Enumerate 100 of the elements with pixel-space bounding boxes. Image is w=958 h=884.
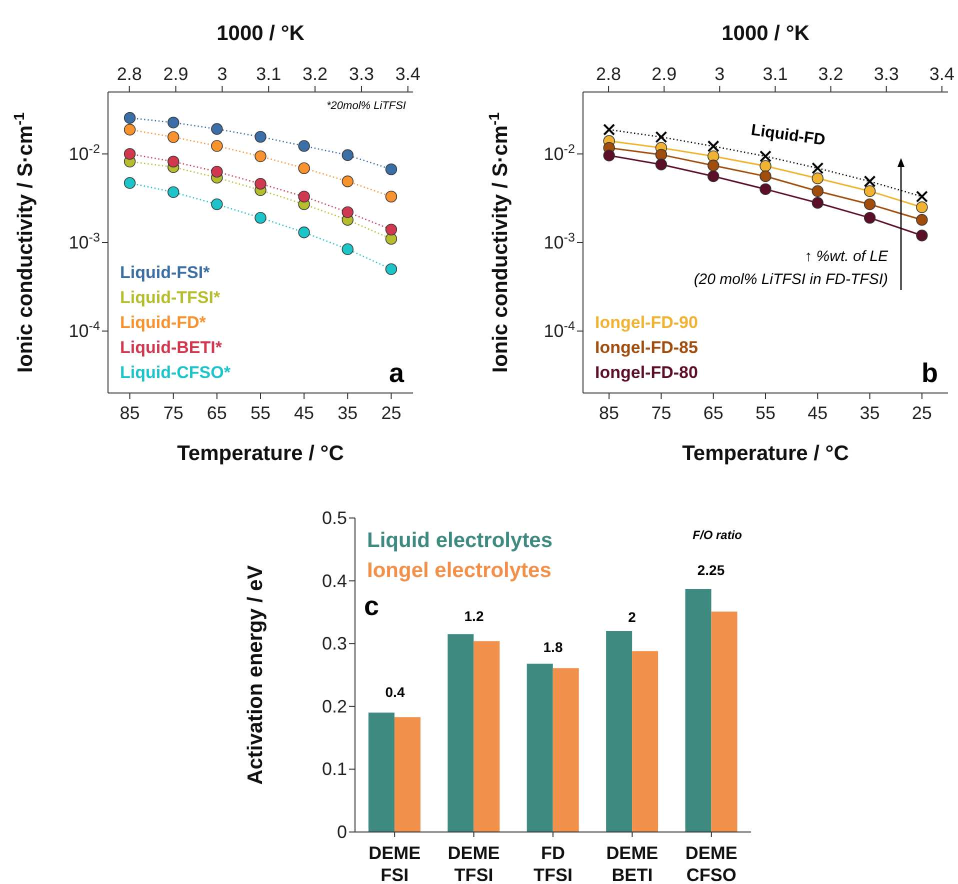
annotation: b: [922, 357, 938, 390]
annotation: 0.4: [384, 683, 406, 702]
x-axis-title: Temperature / °C: [682, 442, 849, 465]
y-tick-label: 0.5: [322, 508, 347, 528]
x-tick-label: 55: [755, 403, 776, 423]
y-tick-label: 0.2: [322, 696, 347, 716]
bar: [448, 634, 474, 832]
y-tick-label: 10$^{-2}$: [68, 142, 100, 164]
x2-axis-title: 1000 / °K: [216, 22, 304, 45]
text: Liquid-TFSI*: [120, 287, 222, 309]
bar: [552, 668, 579, 832]
point: [916, 190, 928, 203]
point: [298, 226, 310, 238]
point: [254, 212, 266, 224]
annotation: 1.2: [463, 607, 485, 626]
y-tick-label: 0: [336, 822, 347, 842]
x2-tick-label: 2.8: [596, 64, 622, 84]
x2-tick-label: 3.4: [929, 64, 954, 84]
x-tick-label: FD TFSI: [534, 843, 572, 884]
y-axis-title: Activation energy / eV: [244, 565, 267, 785]
x-tick-label: 45: [294, 403, 314, 423]
x-tick-label: DEME TFSI: [448, 843, 500, 884]
x-tick-label: 25: [381, 403, 402, 423]
point: [916, 214, 928, 226]
x2-tick-label: 3.4: [395, 64, 420, 84]
point: [342, 149, 354, 161]
annotation: c: [364, 590, 380, 623]
text: Iongel-FD-90: [595, 312, 698, 334]
annotation: 2: [627, 608, 637, 627]
point: [168, 186, 180, 198]
point: [211, 123, 223, 135]
point: [211, 140, 223, 152]
y-tick-label: 0.3: [322, 634, 347, 654]
x2-tick-label: 3.1: [256, 64, 282, 84]
point: [168, 156, 180, 168]
x-tick-label: 75: [163, 403, 184, 423]
point: [812, 162, 824, 174]
point: [254, 130, 266, 143]
text: Liquid-BETI*: [120, 337, 223, 359]
text: Iongel-FD-85: [595, 337, 698, 359]
y-tick-label: 0.4: [322, 570, 347, 591]
text: Iongel-FD-80: [595, 362, 698, 384]
text: Liquid-FD*: [120, 312, 207, 334]
annotation: F/O ratio: [692, 527, 742, 544]
x-tick-label: DEME BETI: [606, 843, 658, 884]
bar: [526, 664, 553, 832]
x2-tick-label: 2.9: [652, 64, 677, 84]
bar: [711, 612, 738, 832]
x-tick-label: 25: [912, 403, 932, 423]
x-tick-label: 65: [206, 403, 227, 423]
x-tick-label: 65: [703, 403, 724, 423]
x-tick-label: 85: [120, 403, 140, 423]
bar: [606, 631, 632, 832]
x2-tick-label: 3: [217, 64, 228, 84]
annotation: a: [388, 357, 404, 390]
point: [168, 116, 180, 128]
point: [760, 150, 772, 162]
point: [298, 162, 310, 174]
point: [812, 185, 824, 197]
point: [211, 198, 223, 210]
y-tick-label: 10$^{-2}$: [544, 142, 575, 164]
point: [385, 263, 398, 276]
y-tick-label: 10$^{-3}$: [68, 230, 100, 252]
point: [916, 201, 928, 214]
point: [864, 175, 876, 188]
point: [707, 140, 720, 152]
point: [342, 206, 354, 218]
point: [124, 177, 136, 189]
x2-tick-label: 3.2: [818, 64, 844, 84]
point: [603, 124, 616, 136]
x2-tick-label: 3.3: [348, 64, 374, 84]
text: Liquid-FSI*: [120, 262, 211, 284]
y-tick-label: 0.1: [322, 759, 347, 780]
point: [124, 124, 136, 136]
point: [124, 148, 136, 160]
point: [211, 166, 223, 178]
point: [812, 197, 824, 209]
point: [708, 170, 720, 182]
x-tick-label: 35: [338, 403, 358, 423]
x2-axis-title: 1000 / °K: [722, 22, 810, 45]
point: [124, 112, 136, 124]
x2-tick-label: 2.9: [163, 64, 188, 84]
point: [864, 212, 876, 224]
y-tick-label: 10$^{-3}$: [544, 230, 575, 252]
x2-tick-label: 3.3: [874, 64, 899, 84]
bar: [394, 717, 420, 832]
text: Liquid-CFSO*: [120, 362, 230, 384]
annotation: ↑ %wt. of LE (20 mol% LiTFSI in FD-TFSI): [694, 247, 888, 290]
point: [342, 176, 354, 188]
point: [254, 150, 266, 162]
point: [864, 198, 876, 210]
annotation: *20mol% LiTFSI: [326, 99, 406, 114]
point: [655, 158, 668, 170]
x2-tick-label: 3.2: [302, 64, 328, 84]
point: [760, 170, 772, 182]
point: [298, 190, 310, 202]
point: [864, 185, 876, 197]
point: [168, 131, 180, 143]
point: [254, 178, 266, 190]
point: [342, 243, 354, 256]
